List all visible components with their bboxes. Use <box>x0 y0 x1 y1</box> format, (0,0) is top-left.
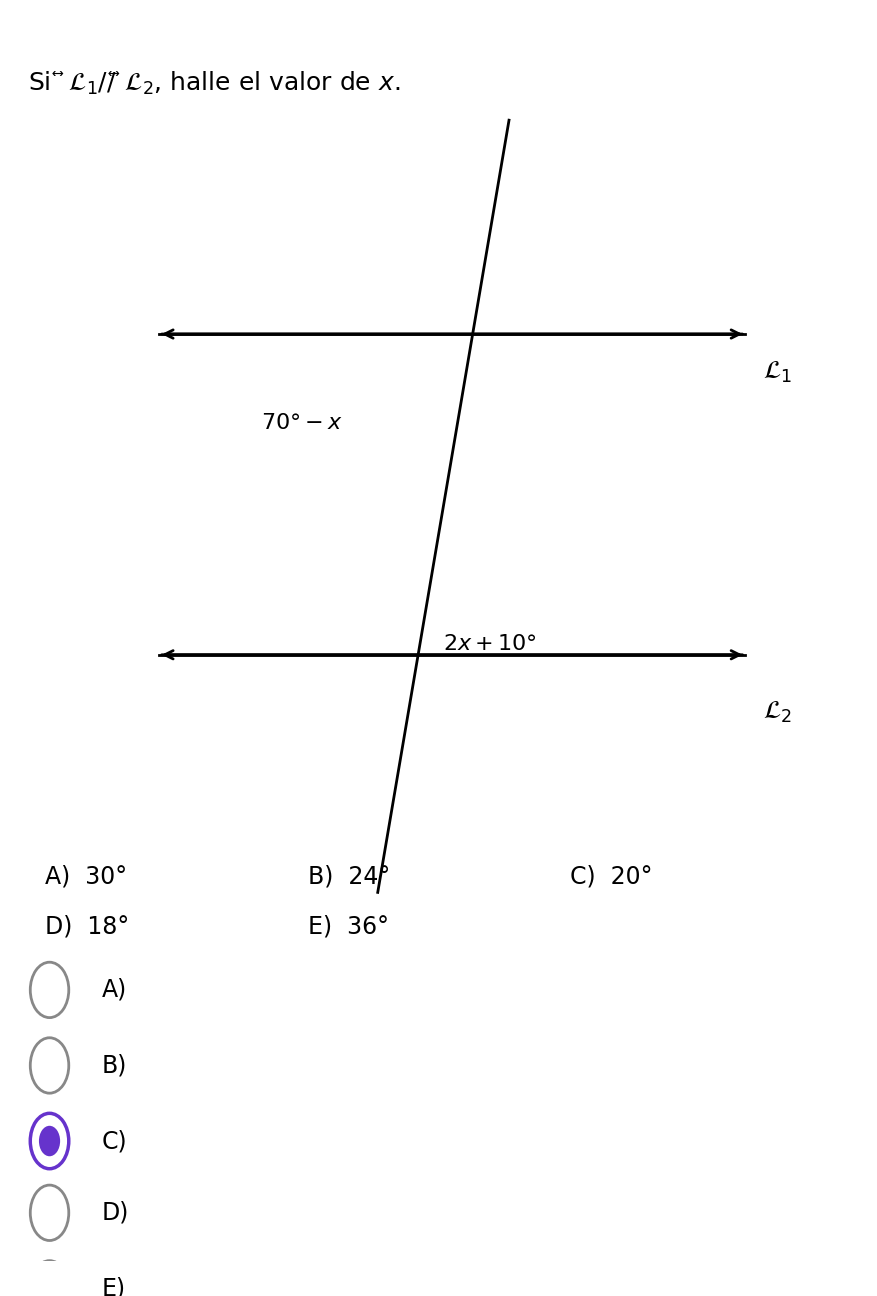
Text: Si $\overleftrightarrow{\mathcal{L}_1} // \overleftrightarrow{\mathcal{L}_2}$, h: Si $\overleftrightarrow{\mathcal{L}_1} /… <box>27 70 399 97</box>
Text: $70°- x$: $70°- x$ <box>260 413 342 433</box>
Text: B)  24°: B) 24° <box>307 864 389 889</box>
Text: $\mathcal{L}_2$: $\mathcal{L}_2$ <box>762 700 791 726</box>
Text: C): C) <box>102 1129 127 1153</box>
Text: $\mathcal{L}_1$: $\mathcal{L}_1$ <box>762 360 791 385</box>
Text: E): E) <box>102 1277 126 1296</box>
Text: D)  18°: D) 18° <box>45 915 129 938</box>
Text: A)  30°: A) 30° <box>45 864 127 889</box>
Text: $2x + 10°$: $2x + 10°$ <box>443 634 537 653</box>
Text: B): B) <box>102 1054 127 1077</box>
Text: E)  36°: E) 36° <box>307 915 389 938</box>
Text: A): A) <box>102 978 127 1002</box>
Text: C)  20°: C) 20° <box>570 864 652 889</box>
Circle shape <box>39 1126 60 1156</box>
Text: D): D) <box>102 1201 129 1225</box>
